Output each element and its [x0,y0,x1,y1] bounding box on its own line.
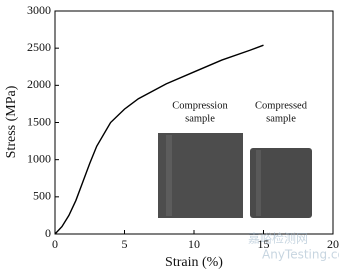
compression-sample-photo [158,133,243,218]
y-tick-label: 2500 [27,40,51,54]
compressed-sample-photo [250,148,312,218]
stress-strain-curve [54,44,264,235]
sample-photo [158,133,312,218]
y-tick-label: 1000 [27,151,51,165]
y-tick-label: 500 [33,189,51,203]
y-tick-label: 1500 [27,114,51,128]
watermark: AnyTesting.com [262,248,339,262]
x-tick-label: 5 [122,237,128,251]
y-tick-label: 0 [45,226,51,240]
x-tick-label: 15 [258,237,270,251]
x-axis-title: Strain (%) [165,255,223,270]
annotation: Compression [172,100,228,111]
annotation: sample [266,113,296,124]
annotation: sample [185,113,215,124]
photo-shade [256,150,261,216]
y-axis-title: Stress (MPa) [4,85,19,158]
y-tick-label: 3000 [27,3,51,17]
annotation: Compressed [255,100,308,111]
photo-shade [166,135,172,216]
x-tick-label: 0 [52,237,58,251]
x-tick-label: 10 [188,237,200,251]
watermark: 嘉峪检测网 [248,231,308,246]
y-tick-label: 2000 [27,77,51,91]
x-tick-label: 20 [327,237,339,251]
